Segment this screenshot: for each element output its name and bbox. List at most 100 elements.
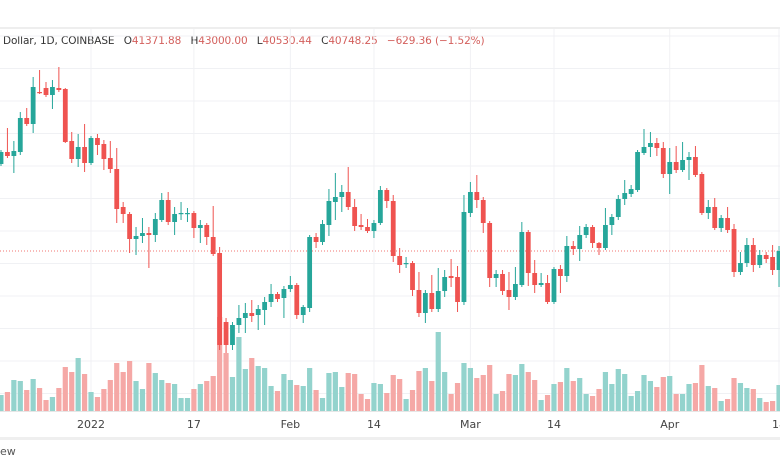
candle-body bbox=[757, 255, 763, 265]
volume-bar bbox=[223, 353, 229, 411]
candle bbox=[776, 246, 780, 287]
candle bbox=[673, 146, 679, 173]
volume-bar bbox=[262, 368, 268, 411]
volume-bar bbox=[236, 337, 242, 411]
candle-body bbox=[307, 237, 313, 308]
candle bbox=[5, 128, 10, 158]
candle-body bbox=[744, 245, 750, 263]
volume-bar bbox=[487, 365, 493, 411]
candle-body bbox=[24, 118, 30, 124]
time-axis[interactable]: 2022 17 Feb 14 Mar 14 Apr 18 bbox=[0, 411, 780, 438]
candle bbox=[197, 220, 203, 243]
candle bbox=[332, 173, 338, 220]
candle-body bbox=[62, 89, 68, 142]
candle bbox=[320, 220, 325, 245]
volume-bar bbox=[615, 369, 621, 411]
symbol-label[interactable]: Dollar, 1D, COINBASE bbox=[3, 35, 115, 47]
candle-body bbox=[545, 283, 550, 302]
candle bbox=[262, 297, 268, 325]
volume-bar bbox=[564, 368, 570, 411]
candle bbox=[95, 134, 100, 155]
candle bbox=[223, 318, 229, 353]
volume-bar bbox=[69, 372, 75, 411]
volume-bar bbox=[634, 391, 641, 411]
candle bbox=[371, 220, 377, 238]
candle bbox=[686, 152, 692, 180]
candle bbox=[0, 150, 4, 166]
candle bbox=[255, 305, 261, 330]
open-label: O bbox=[123, 35, 132, 47]
candle-body bbox=[332, 197, 338, 202]
candle-body bbox=[5, 152, 10, 156]
price-chart[interactable] bbox=[0, 29, 780, 411]
volume-bar bbox=[686, 384, 692, 411]
volume-bar bbox=[448, 394, 454, 411]
candle-body bbox=[558, 269, 563, 276]
candle-body bbox=[654, 143, 660, 148]
volume-bar bbox=[724, 399, 731, 411]
volume-bar bbox=[364, 399, 371, 411]
volume-bar bbox=[673, 394, 679, 411]
volume-bar bbox=[776, 385, 780, 411]
volume-bar bbox=[744, 388, 750, 411]
candle-body bbox=[172, 214, 178, 222]
x-tick-label: 14 bbox=[546, 418, 561, 431]
candle bbox=[172, 207, 178, 235]
volume-bar bbox=[49, 397, 56, 411]
candle bbox=[204, 223, 210, 245]
volume-bar bbox=[397, 379, 403, 411]
volume-bar bbox=[474, 378, 480, 411]
volume-bar bbox=[519, 364, 525, 411]
candle bbox=[699, 172, 705, 215]
candle-body bbox=[236, 318, 242, 325]
candle-body bbox=[551, 269, 557, 302]
volume-bar bbox=[133, 381, 139, 411]
candle-body bbox=[69, 141, 75, 159]
volume-bar bbox=[339, 387, 345, 411]
candle-body bbox=[429, 293, 435, 309]
candle bbox=[680, 142, 685, 172]
candle-body bbox=[191, 213, 197, 228]
volume-bar bbox=[609, 384, 615, 411]
volume-bar bbox=[454, 383, 461, 411]
candle-body bbox=[242, 313, 248, 318]
volume-bar bbox=[622, 374, 628, 411]
volume-bar bbox=[217, 317, 223, 411]
volume-bar bbox=[718, 401, 724, 411]
candle-body bbox=[377, 190, 383, 223]
candle bbox=[339, 185, 345, 212]
candle-body bbox=[223, 322, 229, 345]
candle bbox=[185, 208, 190, 222]
candle bbox=[570, 241, 576, 255]
panel-separator bbox=[0, 437, 780, 440]
candle bbox=[705, 200, 711, 219]
volume-bar bbox=[332, 372, 338, 411]
candle bbox=[525, 230, 531, 286]
volume-bar bbox=[114, 363, 120, 411]
candle-body bbox=[127, 214, 132, 239]
candle-body bbox=[56, 88, 62, 90]
volume-bar bbox=[255, 366, 261, 411]
candle bbox=[750, 238, 756, 272]
candle bbox=[564, 236, 570, 282]
candle-body bbox=[140, 233, 145, 236]
volume-bar bbox=[159, 380, 165, 411]
candle bbox=[770, 245, 775, 275]
x-tick-label: 2022 bbox=[77, 418, 106, 431]
volume-bar bbox=[11, 380, 17, 411]
low-value: 40530.44 bbox=[262, 35, 312, 47]
candle bbox=[738, 252, 743, 275]
candle bbox=[603, 208, 608, 250]
candle-body bbox=[165, 200, 171, 222]
volume-bar bbox=[770, 401, 776, 411]
candle bbox=[191, 211, 197, 238]
volume-bar bbox=[692, 383, 699, 411]
volume-bar bbox=[249, 358, 255, 411]
volume-bar bbox=[557, 382, 564, 411]
candle-body bbox=[416, 290, 422, 313]
candle-body bbox=[326, 201, 332, 225]
candle-body bbox=[686, 157, 692, 160]
candle-body bbox=[519, 232, 525, 285]
volume-bar bbox=[107, 380, 113, 411]
volume-bar bbox=[525, 372, 531, 411]
